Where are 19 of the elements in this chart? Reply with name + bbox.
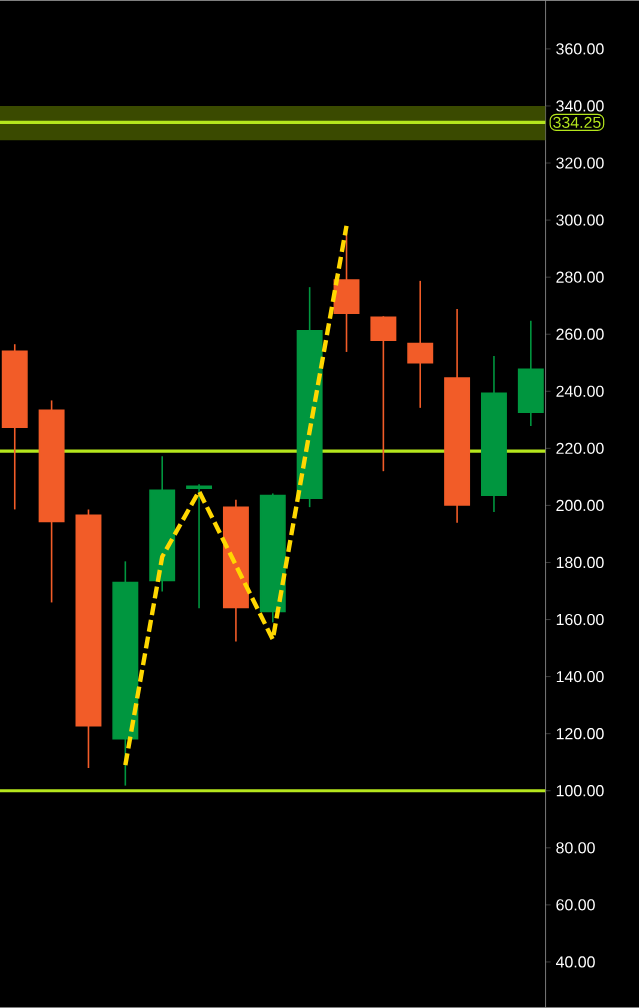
y-tick-label: 180.00: [556, 556, 604, 569]
y-tick-label: 340.00: [555, 100, 604, 112]
y-tick-label: 200.00: [556, 499, 604, 512]
line-series: [122, 223, 349, 768]
y-tick-label: 60.00: [556, 899, 595, 911]
y-tick-label: 80.00: [556, 842, 595, 854]
y-tick-label: 220.00: [556, 442, 604, 454]
y-tick-label: 300.00: [555, 214, 604, 226]
y-tick-label: 120.00: [556, 728, 604, 740]
y-tick-label: 240.00: [556, 385, 604, 397]
y-tick-label: 40.00: [555, 956, 595, 968]
y-tick-label: 360.00: [555, 43, 604, 55]
y-tick-label: 140.00: [556, 670, 604, 683]
y-tick-label: 260.00: [556, 328, 604, 340]
y-tick-label: 320.00: [555, 157, 604, 169]
y-tick-label: 100.00: [556, 785, 604, 797]
y-tick-label: 280.00: [556, 271, 604, 283]
y-tick-label: 160.00: [556, 613, 604, 626]
ref-line-label: 334.25: [552, 116, 601, 129]
